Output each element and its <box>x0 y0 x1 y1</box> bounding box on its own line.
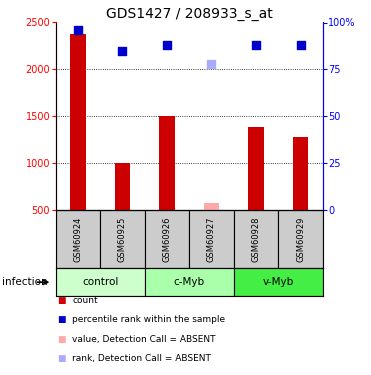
Text: GSM60926: GSM60926 <box>162 216 171 262</box>
Text: value, Detection Call = ABSENT: value, Detection Call = ABSENT <box>72 334 216 344</box>
Text: infection: infection <box>2 277 47 287</box>
Text: GSM60928: GSM60928 <box>252 216 260 262</box>
Text: GSM60927: GSM60927 <box>207 216 216 262</box>
Text: v-Myb: v-Myb <box>263 277 294 287</box>
Point <box>298 42 303 48</box>
Bar <box>234 268 323 296</box>
Point <box>119 48 125 54</box>
Text: GSM60929: GSM60929 <box>296 216 305 262</box>
Text: GSM60924: GSM60924 <box>73 216 82 262</box>
Bar <box>293 137 308 210</box>
Text: count: count <box>72 296 98 304</box>
Point <box>75 27 81 33</box>
Bar <box>278 210 323 268</box>
Point <box>164 42 170 48</box>
Point <box>253 42 259 48</box>
Text: ■: ■ <box>57 315 65 324</box>
Text: control: control <box>82 277 118 287</box>
Bar <box>204 202 219 210</box>
Bar <box>56 268 145 296</box>
Bar <box>70 34 86 210</box>
Point <box>209 61 214 67</box>
Bar <box>234 210 278 268</box>
Title: GDS1427 / 208933_s_at: GDS1427 / 208933_s_at <box>106 8 273 21</box>
Bar <box>100 210 145 268</box>
Text: percentile rank within the sample: percentile rank within the sample <box>72 315 226 324</box>
Bar <box>145 210 189 268</box>
Text: ■: ■ <box>57 296 65 304</box>
Bar <box>189 210 234 268</box>
Text: rank, Detection Call = ABSENT: rank, Detection Call = ABSENT <box>72 354 211 363</box>
Text: GSM60925: GSM60925 <box>118 216 127 262</box>
Bar <box>56 210 100 268</box>
Bar <box>115 163 130 210</box>
Bar <box>248 127 264 210</box>
Bar <box>159 116 175 210</box>
Text: ■: ■ <box>57 334 65 344</box>
Text: c-Myb: c-Myb <box>174 277 205 287</box>
Bar <box>145 268 234 296</box>
Text: ■: ■ <box>57 354 65 363</box>
